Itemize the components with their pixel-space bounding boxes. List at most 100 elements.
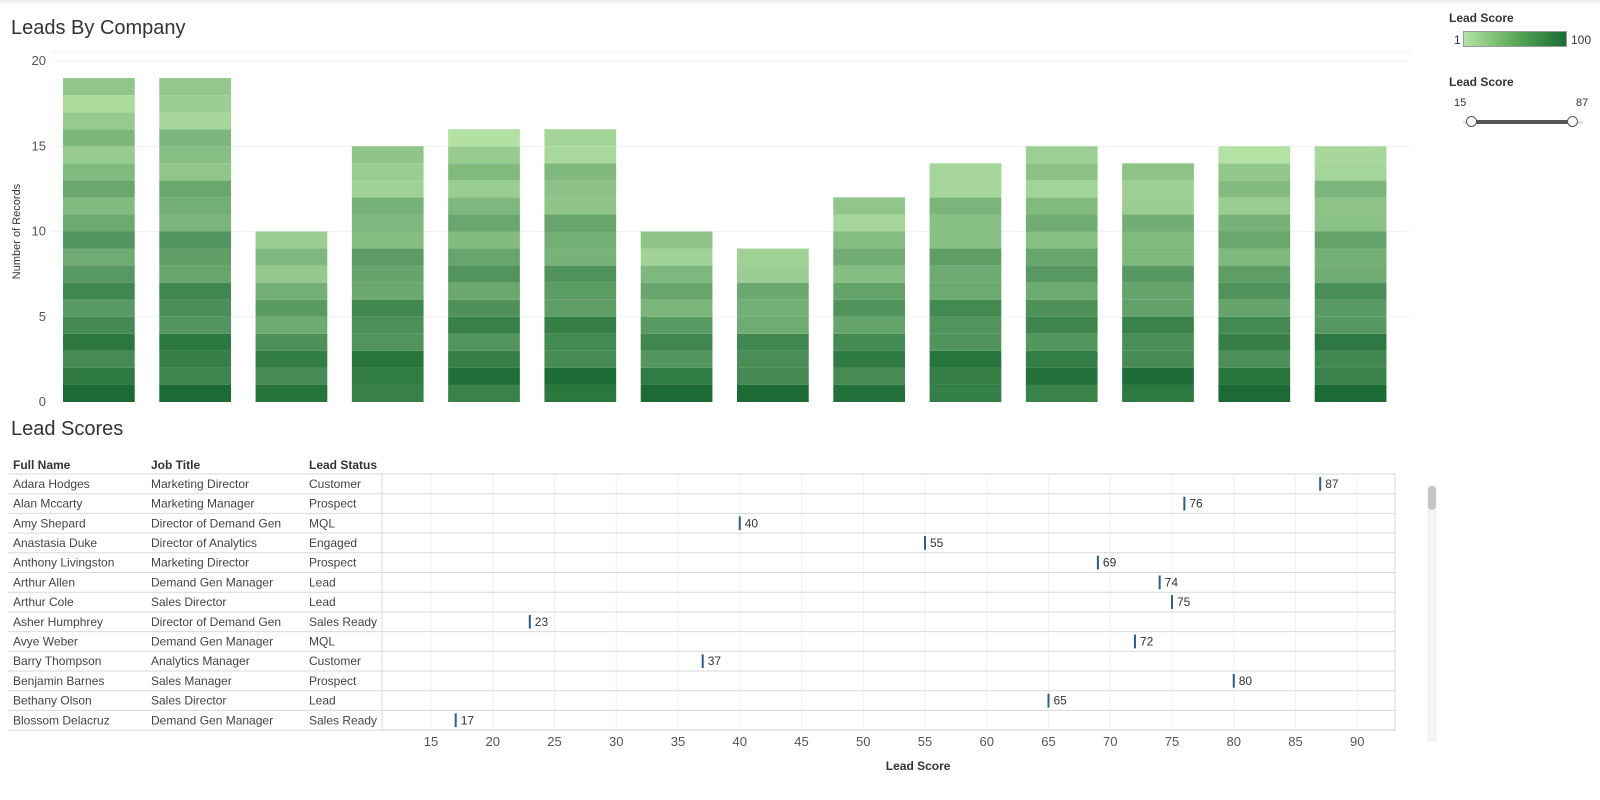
bar-segment bbox=[1314, 384, 1387, 402]
table-row[interactable]: Barry Thompson Analytics Manager Customer 3… bbox=[8, 654, 1395, 672]
score-filter-title: Lead Score bbox=[1449, 75, 1514, 89]
bar-segment bbox=[351, 316, 424, 334]
bar-segment bbox=[737, 350, 809, 368]
bar[interactable] bbox=[640, 231, 713, 403]
table-scrollbar-thumb[interactable] bbox=[1428, 486, 1436, 510]
bar-segment bbox=[448, 282, 520, 300]
bar[interactable] bbox=[448, 129, 520, 402]
table-row[interactable]: Adara Hodges Marketing Director Customer 87 bbox=[8, 477, 1395, 495]
bar-segment bbox=[1218, 265, 1291, 283]
table-row[interactable]: Anastasia Duke Director of Analytics Engag… bbox=[8, 536, 1395, 554]
table-row[interactable]: Amy Shepard Director of Demand Gen MQL 40 bbox=[8, 516, 1395, 534]
top-border bbox=[0, 0, 1600, 3]
bar-segment bbox=[63, 146, 135, 164]
bar-segment bbox=[1122, 367, 1194, 385]
job-title-cell: Marketing Manager bbox=[151, 497, 254, 511]
bar-segment bbox=[640, 231, 713, 249]
bar[interactable] bbox=[1122, 163, 1194, 402]
bar-segment bbox=[833, 231, 906, 249]
lead-status-cell: Prospect bbox=[309, 497, 357, 511]
table-row[interactable]: Blossom Delacruz Demand Gen Manager Sales … bbox=[8, 713, 1395, 731]
bar-segment bbox=[255, 384, 328, 402]
slider-min-handle[interactable] bbox=[1466, 116, 1477, 127]
bar-segment bbox=[159, 180, 232, 198]
bar-segment bbox=[159, 197, 232, 215]
bar-segment bbox=[737, 282, 809, 300]
score-mark bbox=[738, 516, 741, 531]
bar[interactable] bbox=[929, 163, 1002, 402]
bar-segment bbox=[1122, 333, 1194, 351]
bar-segment bbox=[1122, 248, 1194, 266]
bar-segment bbox=[351, 367, 424, 385]
lead-status-cell: Prospect bbox=[309, 556, 357, 570]
full-name-cell: Blossom Delacruz bbox=[13, 713, 110, 727]
bar-segment bbox=[1218, 248, 1291, 266]
bar-segment bbox=[1314, 350, 1387, 368]
table-row[interactable]: Bethany Olson Sales Director Lead 65 bbox=[8, 694, 1395, 711]
bar-segment bbox=[1218, 367, 1291, 385]
bar-segment bbox=[929, 282, 1002, 300]
bar-segment bbox=[833, 197, 906, 215]
bar-segment bbox=[159, 282, 232, 300]
bar-segment bbox=[63, 197, 135, 215]
bar-segment bbox=[1025, 367, 1098, 385]
table-row[interactable]: Alan Mccarty Marketing Manager Prospect 76 bbox=[8, 497, 1395, 514]
bar[interactable] bbox=[1218, 146, 1291, 402]
column-header: Job Title bbox=[151, 458, 200, 472]
bar-segment bbox=[929, 333, 1002, 351]
bar-segment bbox=[448, 214, 520, 232]
bar[interactable] bbox=[737, 248, 809, 402]
bar-segment bbox=[351, 265, 424, 283]
slider-max-handle[interactable] bbox=[1567, 116, 1578, 127]
bar[interactable] bbox=[833, 197, 906, 402]
table-row[interactable]: Asher Humphrey Director of Demand Gen Sale… bbox=[8, 615, 1395, 633]
bar-segment bbox=[1314, 333, 1387, 351]
bar-segment bbox=[833, 214, 906, 232]
bar[interactable] bbox=[63, 78, 135, 402]
bar[interactable] bbox=[159, 78, 232, 402]
x-tick-label: 60 bbox=[980, 734, 994, 749]
bar-segment bbox=[544, 214, 617, 232]
x-tick-label: 85 bbox=[1288, 734, 1302, 749]
x-tick-label: 40 bbox=[733, 734, 747, 749]
x-tick-label: 20 bbox=[486, 734, 500, 749]
table-row[interactable]: Arthur Cole Sales Director Lead 75 bbox=[8, 595, 1395, 613]
bar-segment bbox=[929, 197, 1002, 215]
bar-segment bbox=[1218, 350, 1291, 368]
lead-status-cell: Customer bbox=[309, 477, 361, 491]
bar[interactable] bbox=[1025, 146, 1098, 402]
bar[interactable] bbox=[544, 129, 617, 402]
job-title-cell: Demand Gen Manager bbox=[151, 634, 273, 648]
job-title-cell: Director of Analytics bbox=[151, 536, 257, 550]
bar-segment bbox=[1314, 197, 1387, 215]
job-title-cell: Sales Director bbox=[151, 694, 226, 708]
full-name-cell: Arthur Cole bbox=[13, 595, 74, 609]
bar-segment bbox=[159, 231, 232, 249]
table-row[interactable]: Benjamin Barnes Sales Manager Prospect 80 bbox=[8, 674, 1395, 692]
bar-segment bbox=[833, 384, 906, 402]
bar-segment bbox=[448, 265, 520, 283]
bar-segment bbox=[1314, 316, 1387, 334]
bar[interactable] bbox=[1314, 146, 1387, 402]
bar-segment bbox=[351, 163, 424, 181]
bar-segment bbox=[255, 333, 328, 351]
score-mark bbox=[1171, 595, 1173, 609]
job-title-cell: Director of Demand Gen bbox=[151, 615, 281, 629]
table-row[interactable]: Anthony Livingston Marketing Director Pros… bbox=[8, 556, 1395, 573]
bar-segment bbox=[544, 299, 617, 317]
bar-segment bbox=[929, 265, 1002, 283]
bar[interactable] bbox=[351, 146, 424, 402]
color-legend: Lead Score 1 100 bbox=[1449, 11, 1591, 49]
score-mark bbox=[454, 713, 457, 728]
x-tick-label: 65 bbox=[1041, 734, 1055, 749]
bar[interactable] bbox=[255, 231, 328, 403]
full-name-cell: Alan Mccarty bbox=[13, 497, 82, 511]
table-scrollbar[interactable] bbox=[1427, 484, 1437, 742]
bar-segment bbox=[1122, 231, 1194, 249]
table-row[interactable]: Arthur Allen Demand Gen Manager Lead 74 bbox=[8, 575, 1395, 593]
lead-status-cell: Customer bbox=[309, 654, 361, 668]
table-row[interactable]: Avye Weber Demand Gen Manager MQL 72 bbox=[8, 634, 1395, 652]
bar-segment bbox=[544, 384, 617, 402]
x-tick-label: 35 bbox=[671, 734, 685, 749]
bar-segment bbox=[1314, 367, 1387, 385]
